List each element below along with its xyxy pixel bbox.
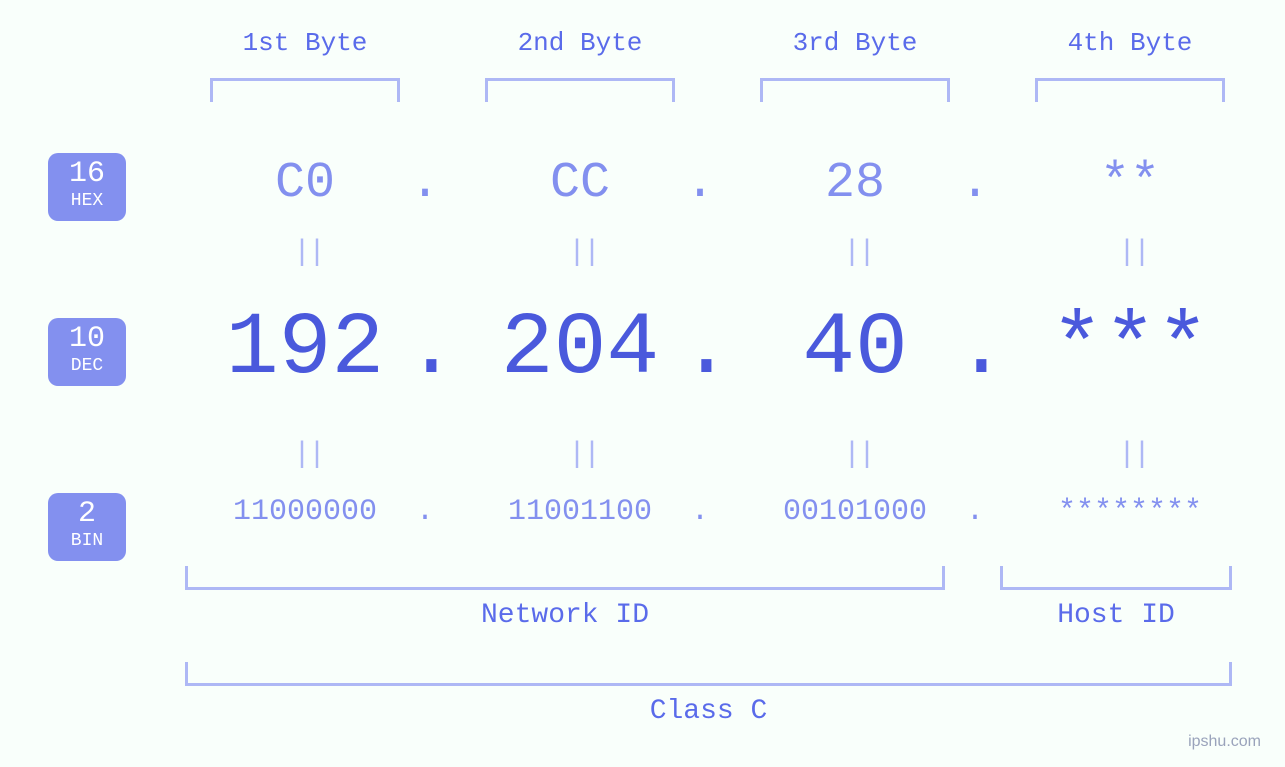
bin-dot-1: . xyxy=(405,495,445,529)
dec-dot-1: . xyxy=(405,300,445,399)
class-bracket xyxy=(185,662,1232,686)
dec-byte-2: 204 xyxy=(460,300,700,399)
byte-bracket-2 xyxy=(485,78,675,102)
dec-byte-1: 192 xyxy=(185,300,425,399)
dec-dot-3: . xyxy=(955,300,995,399)
base-badge-label: DEC xyxy=(48,356,126,378)
byte-label-4: 4th Byte xyxy=(1010,28,1250,58)
byte-label-3: 3rd Byte xyxy=(735,28,975,58)
bin-byte-4: ******** xyxy=(1010,495,1250,529)
hex-dot-2: . xyxy=(680,155,720,212)
base-badge-bin: 2BIN xyxy=(48,493,126,561)
equals-hex-dec-4: || xyxy=(1118,236,1148,270)
hex-byte-1: C0 xyxy=(185,155,425,212)
host-id-label: Host ID xyxy=(1000,600,1232,631)
base-badge-num: 10 xyxy=(48,324,126,354)
dec-byte-3: 40 xyxy=(735,300,975,399)
dec-dot-2: . xyxy=(680,300,720,399)
byte-bracket-1 xyxy=(210,78,400,102)
byte-label-2: 2nd Byte xyxy=(460,28,700,58)
equals-hex-dec-3: || xyxy=(843,236,873,270)
watermark: ipshu.com xyxy=(1188,733,1261,751)
network-id-label: Network ID xyxy=(185,600,945,631)
equals-dec-bin-1: || xyxy=(293,438,323,472)
network-id-bracket xyxy=(185,566,945,590)
byte-label-1: 1st Byte xyxy=(185,28,425,58)
hex-dot-3: . xyxy=(955,155,995,212)
base-badge-label: BIN xyxy=(48,531,126,553)
bin-byte-1: 11000000 xyxy=(185,495,425,529)
byte-bracket-3 xyxy=(760,78,950,102)
hex-byte-4: ** xyxy=(1010,155,1250,212)
equals-hex-dec-1: || xyxy=(293,236,323,270)
bin-dot-3: . xyxy=(955,495,995,529)
hex-dot-1: . xyxy=(405,155,445,212)
base-badge-hex: 16HEX xyxy=(48,153,126,221)
base-badge-num: 16 xyxy=(48,159,126,189)
base-badge-dec: 10DEC xyxy=(48,318,126,386)
base-badge-label: HEX xyxy=(48,191,126,213)
equals-hex-dec-2: || xyxy=(568,236,598,270)
equals-dec-bin-3: || xyxy=(843,438,873,472)
bin-byte-2: 11001100 xyxy=(460,495,700,529)
byte-bracket-4 xyxy=(1035,78,1225,102)
dec-byte-4: *** xyxy=(1010,300,1250,399)
equals-dec-bin-4: || xyxy=(1118,438,1148,472)
base-badge-num: 2 xyxy=(48,499,126,529)
hex-byte-2: CC xyxy=(460,155,700,212)
hex-byte-3: 28 xyxy=(735,155,975,212)
bin-dot-2: . xyxy=(680,495,720,529)
bin-byte-3: 00101000 xyxy=(735,495,975,529)
class-label: Class C xyxy=(185,696,1232,727)
equals-dec-bin-2: || xyxy=(568,438,598,472)
host-id-bracket xyxy=(1000,566,1232,590)
